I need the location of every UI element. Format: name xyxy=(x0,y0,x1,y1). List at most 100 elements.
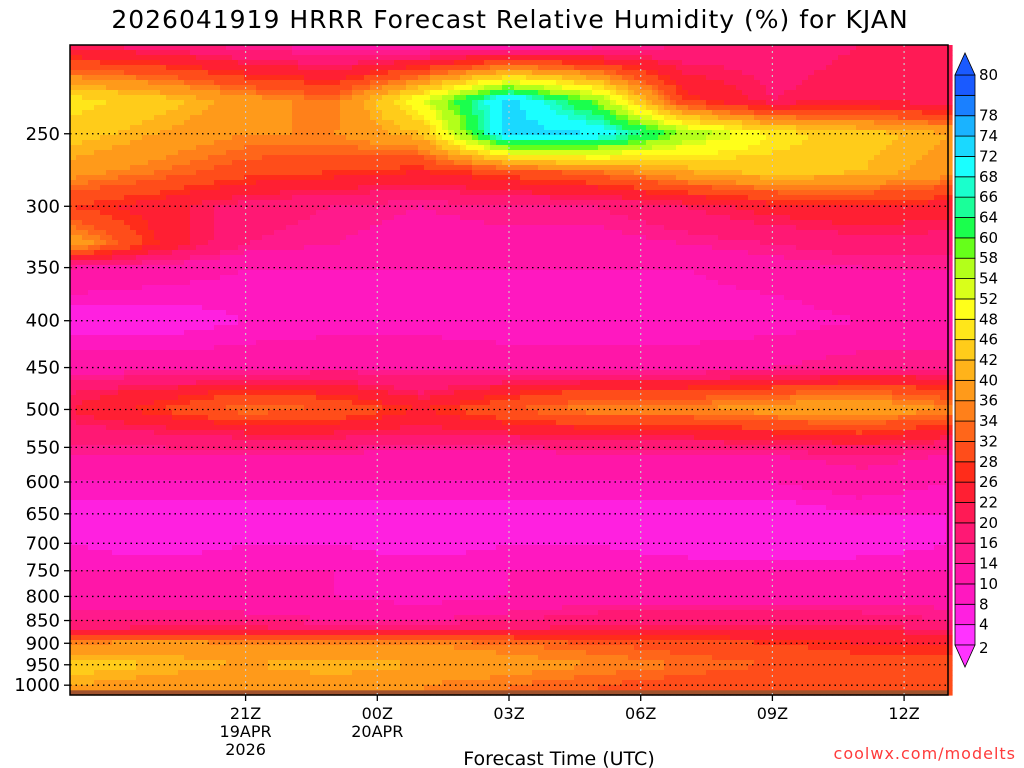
heat-cell xyxy=(334,95,341,101)
heat-cell xyxy=(682,120,689,126)
heat-cell xyxy=(340,80,347,86)
heat-cell xyxy=(478,145,485,151)
heat-cell xyxy=(376,95,383,101)
heat-cell xyxy=(430,105,437,111)
heat-cell xyxy=(328,125,335,131)
heat-cell xyxy=(928,210,935,216)
heat-cell xyxy=(124,160,131,166)
heat-cell xyxy=(292,165,299,171)
heat-cell xyxy=(802,125,809,131)
heat-cell xyxy=(508,210,515,216)
heat-cell xyxy=(370,175,377,181)
heat-cell xyxy=(526,75,533,81)
heat-cell xyxy=(124,145,131,151)
heat-cell xyxy=(730,165,737,171)
heat-cell xyxy=(664,210,671,216)
heat-cell xyxy=(862,45,869,51)
heat-cell xyxy=(190,125,197,131)
heat-cell xyxy=(466,150,473,156)
heat-cell xyxy=(916,210,923,216)
heat-cell xyxy=(820,125,827,131)
heat-cell xyxy=(256,70,263,76)
heat-cell xyxy=(520,190,527,196)
heat-cell xyxy=(334,55,341,61)
heat-cell xyxy=(502,100,509,106)
heat-cell xyxy=(76,210,83,216)
heat-cell xyxy=(454,150,461,156)
heat-cell xyxy=(910,175,917,181)
heat-cell xyxy=(778,145,785,151)
heat-cell xyxy=(568,190,575,196)
heat-cell xyxy=(214,145,221,151)
heat-cell xyxy=(778,100,785,106)
heat-cell xyxy=(382,155,389,161)
heat-cell xyxy=(424,135,431,141)
heat-cell xyxy=(862,180,869,186)
heat-cell xyxy=(832,180,839,186)
heat-cell xyxy=(868,135,875,141)
heat-cell xyxy=(268,155,275,161)
heat-cell xyxy=(916,185,923,191)
heat-cell xyxy=(616,70,623,76)
heat-cell xyxy=(112,60,119,66)
heat-cell xyxy=(448,170,455,176)
heat-cell xyxy=(112,120,119,126)
heat-cell xyxy=(514,210,521,216)
heat-cell xyxy=(346,200,353,206)
heat-cell xyxy=(166,85,173,91)
heat-cell xyxy=(448,55,455,61)
heat-cell xyxy=(610,50,617,56)
heat-cell xyxy=(760,100,767,106)
heat-cell xyxy=(460,115,467,121)
heat-cell xyxy=(778,175,785,181)
heat-cell xyxy=(334,200,341,206)
heat-cell xyxy=(748,190,755,196)
heat-cell xyxy=(298,65,305,71)
heat-cell xyxy=(370,120,377,126)
heat-cell xyxy=(934,180,941,186)
heat-cell xyxy=(574,185,581,191)
heat-cell xyxy=(400,195,407,201)
heat-cell xyxy=(898,150,905,156)
heat-cell xyxy=(916,180,923,186)
heat-cell xyxy=(352,80,359,86)
heat-cell xyxy=(628,105,635,111)
heat-cell xyxy=(814,115,821,121)
heat-cell xyxy=(160,45,167,51)
heat-cell xyxy=(382,175,389,181)
heat-cell xyxy=(214,205,221,211)
heat-cell xyxy=(664,140,671,146)
heat-cell xyxy=(616,85,623,91)
heat-cell xyxy=(418,55,425,61)
heat-cell xyxy=(262,95,269,101)
heat-cell xyxy=(832,195,839,201)
heat-cell xyxy=(502,180,509,186)
heat-cell xyxy=(400,135,407,141)
heat-cell xyxy=(604,205,611,211)
heat-cell xyxy=(196,100,203,106)
heat-cell xyxy=(424,205,431,211)
heat-cell xyxy=(214,140,221,146)
heat-cell xyxy=(376,165,383,171)
heat-cell xyxy=(310,165,317,171)
heat-cell xyxy=(310,65,317,71)
heat-cell xyxy=(574,140,581,146)
heat-cell xyxy=(700,195,707,201)
heat-cell xyxy=(460,100,467,106)
heat-cell xyxy=(730,155,737,161)
heat-cell xyxy=(628,50,635,56)
heat-cell xyxy=(664,160,671,166)
heat-cell xyxy=(244,205,251,211)
heat-cell xyxy=(238,95,245,101)
heat-cell xyxy=(682,70,689,76)
heat-cell xyxy=(316,120,323,126)
heat-cell xyxy=(766,175,773,181)
heat-cell xyxy=(244,45,251,51)
heat-cell xyxy=(670,105,677,111)
heat-cell xyxy=(148,190,155,196)
heat-cell xyxy=(322,115,329,121)
heat-cell xyxy=(640,90,647,96)
heat-cell xyxy=(382,50,389,56)
heat-cell xyxy=(736,45,743,51)
heat-cell xyxy=(796,165,803,171)
